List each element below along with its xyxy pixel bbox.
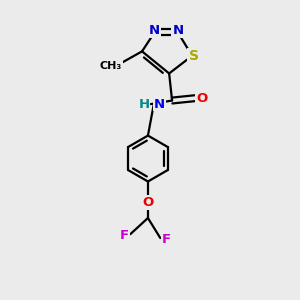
Text: N: N (172, 24, 184, 37)
Text: F: F (120, 230, 129, 242)
Text: CH₃: CH₃ (99, 61, 122, 71)
Text: N: N (149, 24, 160, 37)
Text: H: H (138, 98, 149, 111)
Text: O: O (142, 196, 154, 208)
Text: S: S (189, 49, 199, 63)
Text: F: F (162, 233, 171, 246)
Text: N: N (154, 98, 165, 111)
Text: O: O (196, 92, 207, 105)
